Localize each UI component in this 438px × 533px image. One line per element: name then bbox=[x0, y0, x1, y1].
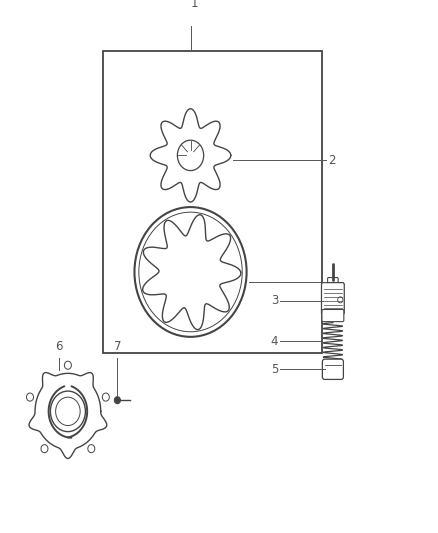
FancyBboxPatch shape bbox=[322, 359, 343, 379]
Text: 6: 6 bbox=[55, 340, 63, 353]
Text: 1: 1 bbox=[191, 0, 199, 10]
Text: 7: 7 bbox=[113, 340, 121, 353]
Text: 4: 4 bbox=[271, 335, 278, 348]
Text: 3: 3 bbox=[271, 294, 278, 308]
Text: 2: 2 bbox=[328, 154, 336, 167]
Text: 5: 5 bbox=[271, 363, 278, 376]
Text: 2: 2 bbox=[328, 276, 336, 288]
Bar bbox=[103, 52, 322, 353]
Polygon shape bbox=[29, 373, 107, 458]
FancyBboxPatch shape bbox=[322, 310, 344, 321]
Circle shape bbox=[114, 397, 120, 404]
FancyBboxPatch shape bbox=[328, 278, 338, 287]
FancyBboxPatch shape bbox=[321, 282, 344, 314]
